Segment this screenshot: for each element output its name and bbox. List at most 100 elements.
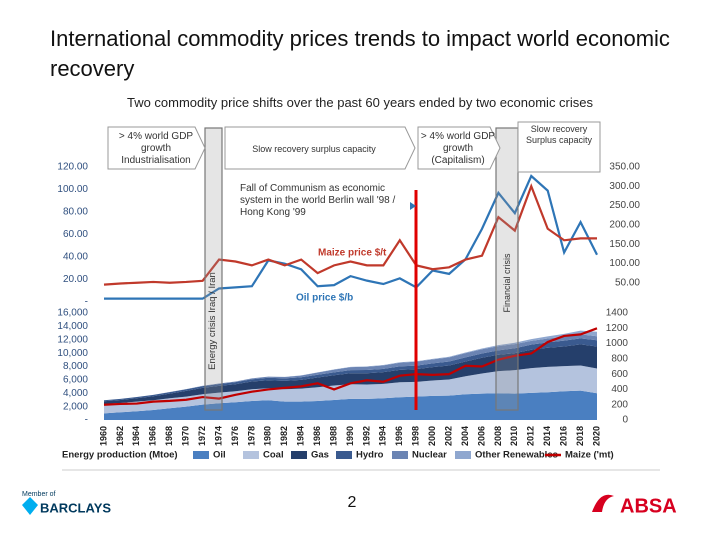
phase-label: Slow recovery Surplus capacity xyxy=(525,124,593,145)
y-tick-label: 8,000 xyxy=(63,361,88,372)
x-tick-label: 1992 xyxy=(361,426,371,446)
area xyxy=(104,390,597,420)
phase-arrow xyxy=(417,126,501,170)
x-tick-label: 1996 xyxy=(394,426,404,446)
x-tick-label: 2020 xyxy=(591,426,601,446)
y2-tick-label: 150.00 xyxy=(609,239,640,250)
absa-logo: ABSA xyxy=(620,495,677,517)
series-label: Oil price $/b xyxy=(296,293,353,304)
y2-tick-label: 1000 xyxy=(606,338,629,349)
event-label: Fall of Communism as economic system in … xyxy=(240,183,410,219)
x-tick-label: 2008 xyxy=(493,426,503,446)
phase-box xyxy=(517,121,601,173)
member-of: Member of xyxy=(22,491,56,498)
x-tick-label: 2010 xyxy=(509,426,519,446)
legend-label: Oil xyxy=(213,450,226,461)
x-tick-label: 1972 xyxy=(197,426,207,446)
crisis-band xyxy=(204,127,223,411)
x-tick-label: 1962 xyxy=(115,426,125,446)
legend-swatch xyxy=(193,451,209,459)
series-label: Maize price $/t xyxy=(318,248,387,259)
y-tick-label: 20.00 xyxy=(63,274,88,285)
x-tick-label: 1986 xyxy=(312,426,322,446)
event-label: Energy crisis Iraq / Iran xyxy=(207,272,218,370)
phase-arrow xyxy=(107,126,206,170)
x-tick-label: 1964 xyxy=(131,426,141,446)
legend-label: Coal xyxy=(263,450,284,461)
y2-tick-label: 1200 xyxy=(606,323,629,334)
y2-tick-label: 100.00 xyxy=(609,258,640,269)
y2-tick-label: 200.00 xyxy=(609,219,640,230)
y-tick-label: - xyxy=(85,415,88,426)
x-tick-label: 2016 xyxy=(559,426,569,446)
y-tick-label: 100.00 xyxy=(57,184,88,195)
x-tick-label: 1984 xyxy=(296,426,306,446)
x-tick-label: 1966 xyxy=(148,426,158,446)
barclays-logo: BARCLAYS xyxy=(40,500,111,515)
x-tick-label: 2012 xyxy=(526,426,536,446)
legend-swatch xyxy=(243,451,259,459)
legend-label: Nuclear xyxy=(412,450,447,461)
x-tick-label: 1968 xyxy=(164,426,174,446)
x-tick-label: 1960 xyxy=(98,426,108,446)
y-tick-label: 40.00 xyxy=(63,252,88,263)
charts: - 20.00 40.00 60.00 80.00 100.00 120.00 50.00 10… xyxy=(57,162,640,461)
x-tick-label: 1970 xyxy=(181,426,191,446)
y2-tick-label: 0 xyxy=(622,415,628,426)
x-tick-label: 1974 xyxy=(213,426,223,446)
x-tick-label: 1994 xyxy=(378,426,388,446)
line xyxy=(104,174,598,300)
x-tick-label: 1998 xyxy=(411,426,421,446)
phase-label: > 4% world GDP growth (Capitalism) xyxy=(420,131,496,166)
line xyxy=(103,183,597,286)
y-tick-label: 4,000 xyxy=(63,388,88,399)
y-tick-label: 6,000 xyxy=(63,375,88,386)
y-tick-label: - xyxy=(85,297,88,308)
legend-label: Hydro xyxy=(356,450,384,461)
x-tick-label: 2002 xyxy=(443,426,453,446)
x-tick-label: 1976 xyxy=(230,426,240,446)
absa-icon xyxy=(592,494,614,512)
event-arrow-head xyxy=(410,202,416,210)
event-label: Financial crisis xyxy=(502,253,512,313)
page-number: 2 xyxy=(348,494,357,511)
x-tick-label: 1990 xyxy=(345,426,355,446)
x-tick-label: 2018 xyxy=(575,426,585,446)
x-tick-label: 2014 xyxy=(542,426,552,446)
y-tick-label: 14,000 xyxy=(57,321,88,332)
y2-tick-label: 200 xyxy=(611,399,628,410)
legend-label: Gas xyxy=(311,450,329,461)
y-tick-label: 10,000 xyxy=(57,348,88,359)
area xyxy=(104,330,597,401)
y2-tick-label: 600 xyxy=(611,369,628,380)
phase-label: Slow recovery surplus capacity xyxy=(252,144,376,154)
x-tick-label: 1982 xyxy=(279,426,289,446)
legend-swatch xyxy=(392,451,408,459)
phase-arrow xyxy=(224,126,416,170)
area xyxy=(104,338,597,402)
area xyxy=(104,365,597,414)
area xyxy=(104,344,597,404)
x-tick-label: 2006 xyxy=(476,426,486,446)
x-tick-label: 2000 xyxy=(427,426,437,446)
x-tick-label: 2004 xyxy=(460,426,470,446)
phase-label: > 4% world GDP growth Industrialisation xyxy=(118,131,194,166)
line xyxy=(103,327,598,406)
subtitle: Two commodity price shifts over the past… xyxy=(126,95,594,110)
legend-label: Maize ('mt) xyxy=(565,450,614,461)
title: International commodity prices trends to… xyxy=(50,26,670,81)
y2-tick-label: 250.00 xyxy=(609,200,640,211)
legend-title: Energy production (Mtoe) xyxy=(62,450,178,461)
y2-tick-label: 50.00 xyxy=(615,277,640,288)
barclays-eagle xyxy=(22,497,38,515)
y-tick-label: 80.00 xyxy=(63,207,88,218)
y2-tick-label: 300.00 xyxy=(609,181,640,192)
area xyxy=(104,334,597,401)
y2-tick-label: 350.00 xyxy=(609,162,640,173)
legend-swatch xyxy=(291,451,307,459)
x-tick-label: 1980 xyxy=(263,426,273,446)
legend-swatch xyxy=(336,451,352,459)
y2-tick-label: 800 xyxy=(611,353,628,364)
